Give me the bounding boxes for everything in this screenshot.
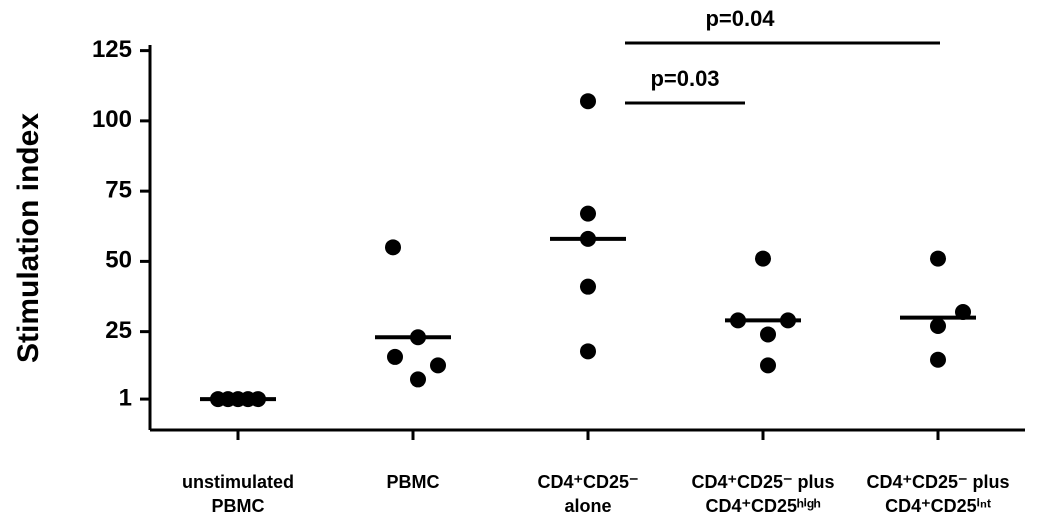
- x-tick-label: CD4⁺CD25⁻ alone: [537, 472, 638, 516]
- x-tick-label-line: alone: [564, 496, 611, 516]
- x-tick-label-line: CD4⁺CD25⁻ plus: [691, 472, 834, 492]
- dot: [930, 318, 946, 335]
- x-tick-label-line: CD4⁺CD25⁻ plus: [866, 472, 1009, 492]
- dot: [930, 351, 946, 368]
- dot: [385, 239, 401, 256]
- x-tick-label: unstimulated PBMC: [182, 472, 294, 516]
- x-tick-label-line: CD4⁺CD25ⁱⁿᵗ: [885, 496, 991, 516]
- x-tick-label-group: CD4⁺CD25⁻ plus CD4⁺CD25ʰⁱᵍʰ: [691, 472, 834, 516]
- dot: [755, 250, 771, 267]
- x-tick-label-group: CD4⁺CD25⁻ plus CD4⁺CD25ⁱⁿᵗ: [866, 472, 1009, 516]
- x-tick-label-line: PBMC: [212, 496, 265, 516]
- dot: [430, 357, 446, 374]
- dot: [580, 343, 596, 360]
- y-axis-label: Stimulation index: [12, 113, 45, 363]
- x-tick-label-group: PBMC: [387, 472, 440, 492]
- x-tick-label: CD4⁺CD25⁻ plus CD4⁺CD25ⁱⁿᵗ: [866, 472, 1009, 516]
- dot: [410, 371, 426, 388]
- p-value: p=0.04: [705, 6, 775, 31]
- x-tick-label-line: CD4⁺CD25ʰⁱᵍʰ: [705, 496, 820, 516]
- dot: [760, 326, 776, 343]
- y-tick-label: 1: [119, 384, 132, 411]
- p-value: p=0.03: [650, 66, 719, 91]
- x-tick-label-group: CD4⁺CD25⁻ alone: [537, 472, 638, 516]
- dot: [580, 205, 596, 222]
- dot: [760, 357, 776, 374]
- y-tick-label: 100: [92, 106, 132, 133]
- x-tick-label: CD4⁺CD25⁻ plus CD4⁺CD25ʰⁱᵍʰ: [691, 472, 834, 516]
- x-tick-label-line: CD4⁺CD25⁻: [537, 472, 638, 492]
- dot: [580, 93, 596, 110]
- y-tick-label: 75: [105, 176, 132, 203]
- dot: [930, 250, 946, 267]
- y-tick-label: 50: [105, 247, 132, 274]
- x-tick-label-line: unstimulated: [182, 472, 294, 492]
- dot: [387, 348, 403, 365]
- x-tick-label-line: PBMC: [387, 472, 440, 492]
- x-tick-label: PBMC: [387, 472, 440, 492]
- x-tick-label-group: unstimulated PBMC: [182, 472, 294, 516]
- y-tick-label: 25: [105, 317, 132, 344]
- y-tick-label: 125: [92, 36, 132, 63]
- dot: [580, 278, 596, 295]
